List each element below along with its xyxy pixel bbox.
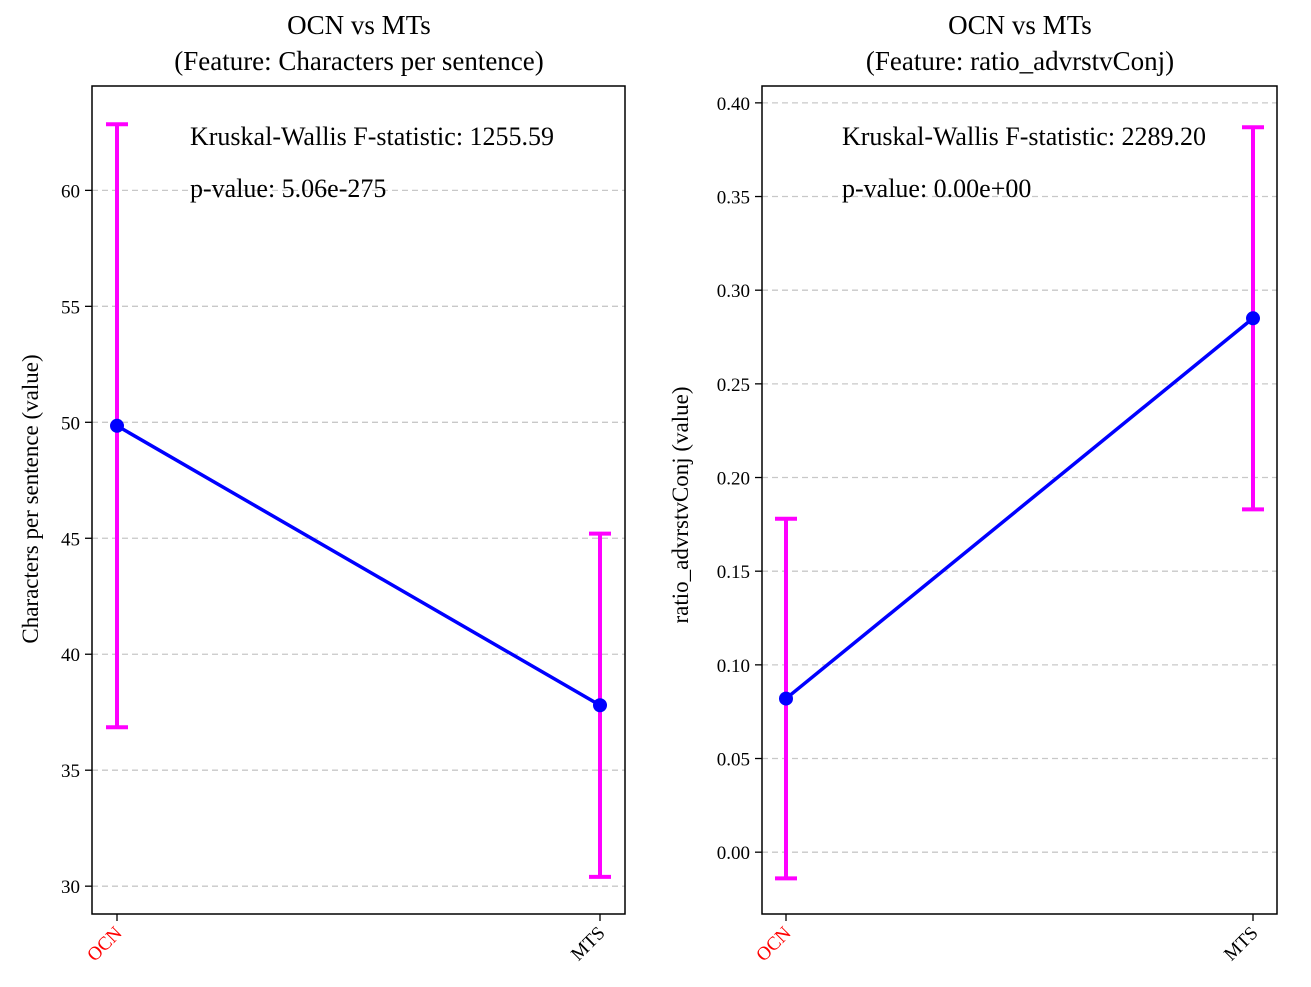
y-tick-label: 0.40: [717, 94, 750, 115]
series-polyline: [784, 316, 1255, 700]
x-ticks: OCN MTS: [83, 914, 610, 966]
data-points: [110, 418, 607, 713]
y-tick-label: 35: [61, 761, 80, 782]
y-tick-label: 0.35: [717, 188, 750, 209]
annotation-statistic: Kruskal-Wallis F-statistic: 1255.59: [190, 122, 554, 151]
y-ticks: 0.00 0.05 0.10 0.15 0.20 0.25 0.30 0.35 0.40: [717, 94, 762, 864]
data-point: [110, 418, 124, 433]
annotation-p-value: p-value: 5.06e-275: [190, 174, 386, 203]
x-ticks: OCN MTS: [752, 914, 1263, 966]
y-tick-label: 50: [61, 413, 80, 434]
y-tick-label: 60: [61, 181, 80, 202]
y-tick-label: 0.30: [717, 281, 750, 302]
y-tick-label: 40: [61, 645, 80, 666]
y-tick-label: 45: [61, 529, 80, 550]
y-tick-label: 55: [61, 297, 80, 318]
y-tick-label: 0.00: [717, 843, 750, 864]
y-axis-label: ratio_advrstvConj (value): [668, 387, 693, 624]
series-polyline: [116, 424, 601, 707]
data-point: [779, 691, 793, 706]
x-tick-label: MTS: [1220, 923, 1262, 965]
chart-title-line1: OCN vs MTs: [948, 10, 1092, 40]
grid-lines: [92, 189, 625, 887]
y-tick-label: 0.25: [717, 375, 750, 396]
data-points: [779, 311, 1260, 706]
series-line: [784, 316, 1255, 700]
y-ticks: 30 35 40 45 50 55 60: [61, 181, 92, 898]
plot-frame: [761, 85, 1278, 915]
chart-panel-right: OCN vs MTs (Feature: ratio_advrstvConj) …: [668, 10, 1278, 966]
chart-panel-left: OCN vs MTs (Feature: Characters per sent…: [18, 10, 626, 966]
y-tick-label: 30: [61, 877, 80, 898]
error-bars: [106, 122, 611, 879]
chart-title-line1: OCN vs MTs: [287, 10, 431, 40]
annotation-statistic: Kruskal-Wallis F-statistic: 2289.20: [842, 122, 1206, 151]
annotation-p-value: p-value: 0.00e+00: [842, 174, 1031, 203]
y-tick-label: 0.15: [717, 562, 750, 583]
x-tick-label: MTS: [567, 923, 609, 965]
y-tick-label: 0.05: [717, 750, 750, 771]
y-tick-label: 0.20: [717, 469, 750, 490]
error-bars: [775, 125, 1264, 881]
series-line: [116, 424, 601, 707]
chart-title-line2: (Feature: ratio_advrstvConj): [866, 46, 1174, 76]
data-point: [593, 698, 607, 713]
grid-lines: [762, 102, 1277, 853]
chart-title-line2: (Feature: Characters per sentence): [174, 46, 544, 76]
y-tick-label: 0.10: [717, 656, 750, 677]
y-axis-label: Characters per sentence (value): [18, 354, 43, 643]
data-point: [1246, 311, 1260, 326]
plot-frame: [91, 85, 626, 915]
x-tick-label: OCN: [83, 922, 126, 965]
x-tick-label: OCN: [752, 922, 795, 965]
